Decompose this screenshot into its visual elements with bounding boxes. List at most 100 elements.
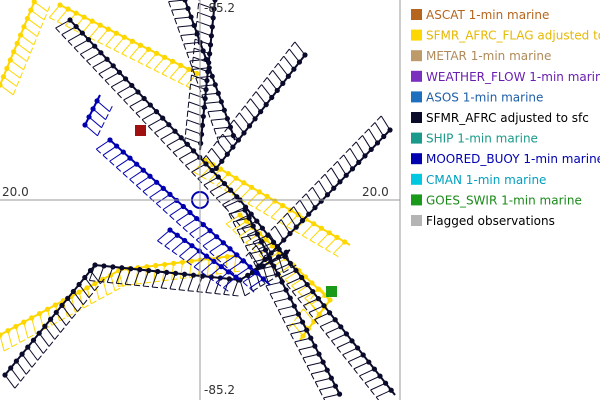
obs-dot [200, 222, 206, 228]
barb-feather [189, 233, 195, 239]
wind-barb [249, 278, 264, 289]
barb-feather [294, 341, 298, 348]
wind-barb [210, 118, 228, 121]
wind-barb [208, 266, 222, 278]
obs-dot [306, 211, 312, 217]
barb-feather [116, 282, 123, 285]
barb-feather [157, 240, 163, 245]
barb-feather [107, 281, 114, 284]
obs-dot [188, 258, 195, 264]
barb-feather [314, 180, 320, 186]
barb-feather [95, 148, 102, 154]
wind-barb [110, 78, 126, 88]
barb-feather [309, 239, 316, 244]
wind-barb [232, 217, 250, 223]
legend-label: GOES_SWIR 1-min marine [426, 193, 582, 207]
obs-dot [228, 187, 234, 193]
legend-swatch [411, 173, 422, 185]
obs-dot [268, 250, 274, 256]
obs-dot [233, 274, 239, 280]
obs-dot [147, 102, 153, 108]
wind-barb [308, 301, 320, 315]
wind-barb [311, 369, 328, 375]
obs-dot [204, 77, 210, 84]
obs-dot [296, 59, 303, 65]
wind-barb [268, 232, 278, 247]
wind-barb [280, 219, 291, 234]
obs-dot [44, 306, 51, 312]
barb-feather [182, 227, 188, 233]
barb-feather [236, 229, 241, 236]
barb-feather [228, 213, 233, 220]
barb-feather [94, 285, 99, 292]
barb-feather [304, 297, 310, 303]
obs-dot [178, 62, 184, 68]
wind-barb [374, 122, 385, 137]
wind-barb [229, 260, 244, 271]
obs-dot [98, 50, 104, 56]
barb-feather [147, 125, 153, 131]
obs-dot [141, 95, 147, 102]
barb-feather [295, 199, 301, 205]
obs-dot [362, 153, 368, 159]
obs-dot [100, 276, 106, 282]
barb-feather [252, 287, 258, 292]
obs-dot [160, 115, 166, 121]
barb-feather [302, 305, 308, 311]
wind-barb [286, 321, 303, 327]
legend-swatch [411, 50, 422, 62]
wind-barb [195, 75, 213, 79]
obs-dot [5, 328, 11, 334]
barb-feather [48, 341, 54, 347]
wind-barb [355, 141, 366, 157]
obs-dot [381, 133, 387, 140]
wind-barb [102, 145, 117, 156]
wind-barb [196, 20, 213, 28]
obs-dot [182, 0, 188, 3]
obs-dot [186, 66, 192, 72]
goes-marker [326, 286, 337, 297]
wind-barb [214, 277, 221, 294]
obs-dot [120, 149, 126, 155]
legend-label: SFMR_AFRC_FLAG adjusted to sfc [426, 29, 600, 43]
barb-feather [79, 53, 85, 59]
obs-dot [328, 375, 334, 381]
obs-dot [326, 230, 332, 236]
wind-barb [301, 223, 315, 236]
barb-feather [102, 154, 108, 160]
barb-feather [290, 41, 296, 48]
obs-dot [116, 69, 123, 75]
barb-feather [179, 255, 185, 261]
obs-dot [227, 246, 233, 252]
obs-dot [318, 198, 324, 204]
wind-barb [325, 326, 342, 335]
obs-dot [241, 180, 247, 186]
obs-dot [245, 272, 251, 278]
wind-barb [133, 269, 141, 286]
barb-feather [336, 347, 342, 353]
obs-dot [262, 247, 269, 253]
barb-feather [129, 179, 135, 184]
obs-dot [128, 266, 134, 272]
wind-barb [236, 266, 251, 277]
barb-feather [73, 29, 80, 33]
wind-barb [202, 236, 217, 247]
barb-feather [16, 80, 20, 87]
obs-dot [89, 18, 95, 24]
barb-feather [42, 348, 48, 354]
barb-feather [268, 70, 274, 76]
barb-feather [278, 221, 285, 226]
obs-dot [274, 243, 281, 250]
barb-feather [232, 221, 237, 228]
obs-dot [293, 224, 299, 230]
wind-barb [325, 237, 338, 250]
wind-barb [305, 193, 316, 208]
obs-dot [377, 373, 383, 379]
wind-barb [309, 227, 322, 241]
wind-barb [10, 367, 21, 382]
barb-feather [19, 72, 23, 79]
obs-dot [70, 288, 76, 295]
obs-dot [107, 137, 113, 143]
barb-feather [135, 112, 141, 118]
obs-dot [299, 274, 305, 281]
